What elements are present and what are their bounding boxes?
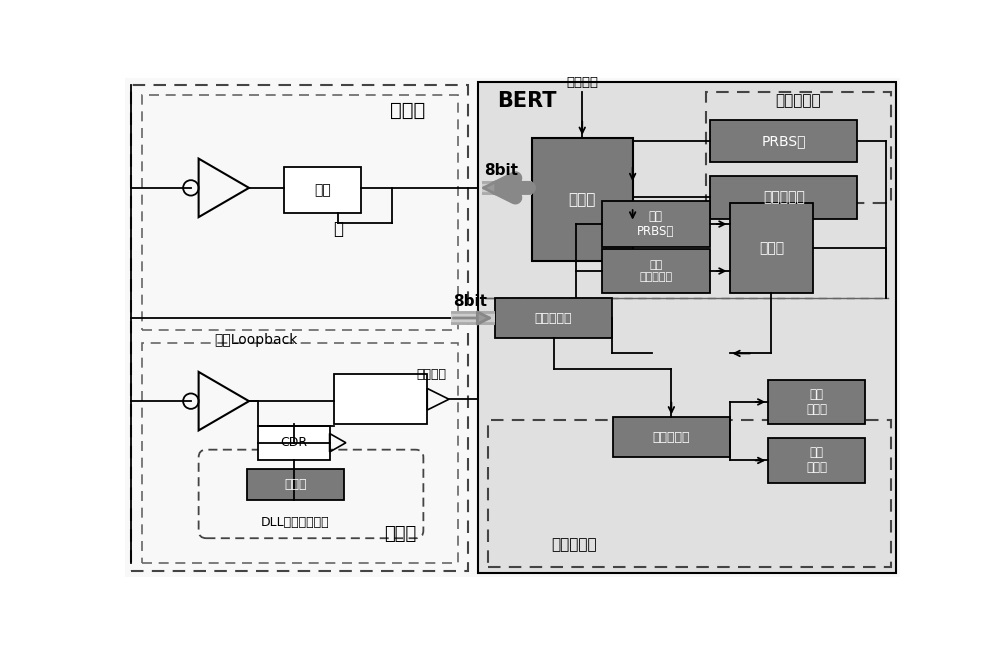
Bar <box>768 380 865 424</box>
Bar <box>495 298 612 338</box>
Text: 虚拟
最坏情况核: 虚拟 最坏情况核 <box>639 260 672 282</box>
Text: 比特
计数器: 比特 计数器 <box>806 446 827 474</box>
Bar <box>532 138 633 261</box>
Bar <box>730 202 813 294</box>
Text: 发送ッ: 发送ッ <box>390 101 426 121</box>
Bar <box>131 86 468 570</box>
Bar <box>284 167 361 213</box>
Text: 测试模式: 测试模式 <box>566 76 598 89</box>
Bar <box>488 420 891 568</box>
Text: 序列检测器: 序列检测器 <box>535 312 572 325</box>
Text: CDR: CDR <box>280 436 308 449</box>
Text: 多路器: 多路器 <box>759 241 784 255</box>
Text: 数据: 数据 <box>314 183 331 197</box>
Text: DLL测试控制单元: DLL测试控制单元 <box>261 516 330 529</box>
Text: 序列比较器: 序列比较器 <box>653 431 690 444</box>
Bar <box>710 176 857 218</box>
Bar <box>710 120 857 163</box>
Text: 8bit: 8bit <box>484 163 518 178</box>
Text: 误码
计数器: 误码 计数器 <box>806 388 827 416</box>
Text: 向量生成器: 向量生成器 <box>776 93 821 108</box>
Bar <box>478 82 896 573</box>
Bar <box>768 438 865 483</box>
Bar <box>602 201 710 247</box>
Text: 接收端: 接收端 <box>384 526 416 544</box>
Bar <box>258 426 330 459</box>
Bar <box>706 91 891 203</box>
Text: PRBS核: PRBS核 <box>762 134 806 148</box>
Text: 环路Loopback: 环路Loopback <box>214 332 298 347</box>
Text: 多路器: 多路器 <box>569 192 596 207</box>
Bar <box>247 469 344 500</box>
Text: BERT: BERT <box>497 91 556 111</box>
Text: ⓜ: ⓜ <box>333 220 343 238</box>
Text: 计数器: 计数器 <box>284 478 307 491</box>
Text: 误码检测器: 误码检测器 <box>552 537 597 552</box>
Bar <box>613 417 730 457</box>
Text: 虚拟
PRBS核: 虚拟 PRBS核 <box>637 210 675 238</box>
Bar <box>142 343 458 563</box>
Bar <box>142 95 458 330</box>
Bar <box>602 249 710 294</box>
Text: 8bit: 8bit <box>453 294 487 308</box>
Bar <box>334 374 427 424</box>
Text: 恢复数据: 恢复数据 <box>416 369 446 382</box>
Text: 最坏情况核: 最坏情况核 <box>763 191 805 205</box>
